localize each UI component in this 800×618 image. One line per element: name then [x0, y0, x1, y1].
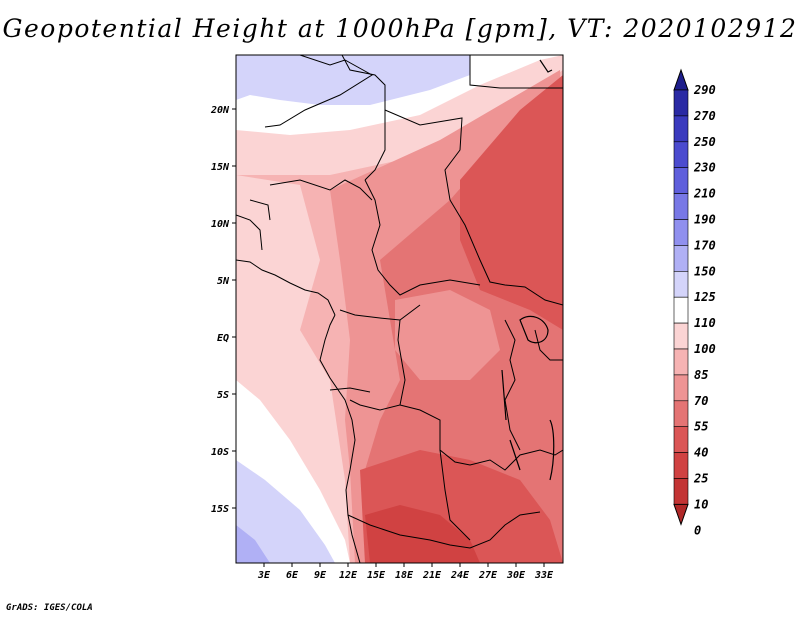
colorbar-label: 125 — [694, 290, 716, 304]
colorbar-swatch — [673, 89, 689, 117]
field-north-blue — [236, 55, 470, 105]
colorbar-swatch — [673, 193, 689, 220]
colorbar-label: 10 — [694, 497, 708, 511]
lon-tick: 24E — [450, 570, 470, 581]
colorbar-swatch — [673, 296, 689, 324]
lon-tick: 3E — [257, 570, 271, 581]
lon-tick: 18E — [395, 570, 414, 581]
colorbar-swatch — [673, 141, 689, 169]
lon-tick: 21E — [422, 570, 442, 581]
colorbar: 2902702502302101901701501251101008570554… — [673, 68, 716, 537]
lon-tick: 30E — [506, 570, 526, 581]
colorbar-swatch — [673, 115, 689, 143]
colorbar-swatch — [673, 219, 689, 246]
chart-title: Geopotential Height at 1000hPa [gpm], VT… — [2, 14, 798, 43]
colorbar-swatch — [673, 426, 689, 453]
field-west-blue2 — [236, 525, 270, 563]
colorbar-label: 270 — [693, 109, 716, 123]
lat-tick: 20N — [210, 105, 230, 116]
colorbar-label: 85 — [694, 368, 708, 382]
field-west-blue — [236, 460, 335, 563]
lat-tick: EQ — [217, 333, 229, 344]
lat-axis: 20N 15N 10N 5N EQ 5S 10S 15S — [210, 105, 236, 515]
field-central-pale — [395, 290, 500, 380]
lon-tick: 27E — [478, 570, 498, 581]
colorbar-label: 40 — [694, 446, 708, 460]
colorbar-label: 150 — [694, 264, 716, 278]
colorbar-top-arrow — [673, 68, 689, 91]
lon-tick: 15E — [367, 570, 386, 581]
lat-tick: 5S — [217, 390, 229, 401]
lat-tick: 15N — [211, 162, 230, 173]
lon-tick: 33E — [534, 570, 554, 581]
footer-credit: GrADS: IGES/COLA — [6, 603, 93, 613]
colorbar-swatch — [673, 167, 689, 194]
colorbar-swatch — [673, 270, 689, 298]
map-panel — [236, 55, 563, 563]
lat-tick: 5N — [217, 276, 230, 287]
lon-axis: 3E 6E 9E 12E 15E 18E 21E 24E 27E 30E 33E — [257, 563, 554, 581]
colorbar-swatch — [673, 322, 689, 350]
lat-tick: 15S — [211, 504, 229, 515]
colorbar-label: 55 — [694, 420, 708, 434]
colorbar-swatch — [673, 452, 689, 479]
lakes — [501, 59, 555, 481]
colorbar-label: 70 — [694, 394, 708, 408]
country-borders — [236, 55, 563, 563]
map-frame — [235, 54, 564, 564]
lon-tick: 9E — [314, 570, 327, 581]
lat-tick: 10S — [211, 447, 229, 458]
colorbar-label: 290 — [693, 83, 716, 97]
field-east-40 — [460, 75, 563, 330]
colorbar-label: 190 — [694, 213, 716, 227]
colorbar-swatch — [673, 478, 689, 505]
colorbar-bottom-arrow — [673, 503, 689, 526]
field-south-25 — [365, 505, 480, 563]
colorbar-label: 210 — [693, 187, 716, 201]
colorbar-label: 110 — [694, 316, 716, 330]
lat-tick: 10N — [211, 219, 230, 230]
colorbar-label: 230 — [693, 161, 716, 175]
colorbar-label: 25 — [693, 472, 708, 486]
colorbar-label: 100 — [694, 342, 716, 356]
colorbar-swatch — [673, 374, 689, 402]
colorbar-label: 0 — [694, 523, 701, 537]
colorbar-label: 250 — [693, 135, 716, 149]
colorbar-label: 170 — [694, 238, 716, 252]
colorbar-swatch — [673, 348, 689, 376]
colorbar-swatch — [673, 400, 689, 427]
lon-tick: 12E — [339, 570, 358, 581]
lon-tick: 6E — [286, 570, 299, 581]
colorbar-swatch — [673, 245, 689, 272]
